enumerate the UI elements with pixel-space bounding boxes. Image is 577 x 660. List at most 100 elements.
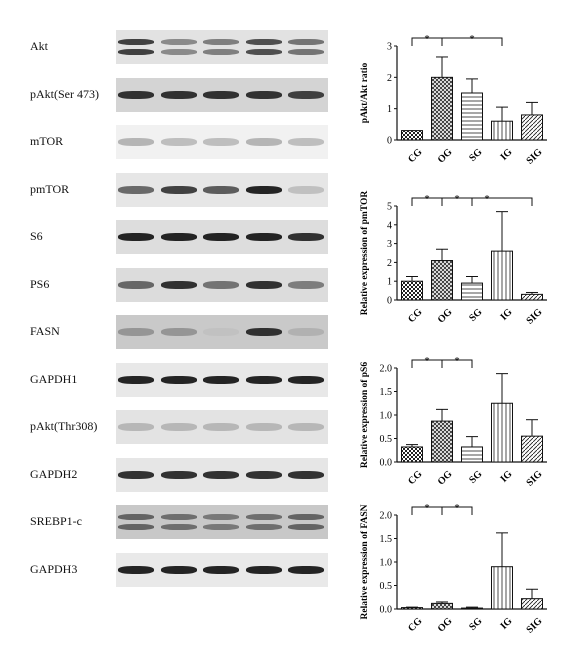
significance-bracket [441, 37, 503, 46]
significance-star: * [454, 355, 460, 367]
blot-band [203, 90, 239, 99]
y-tick-label: 5 [387, 202, 392, 213]
blot-band [118, 280, 154, 289]
blot-band [118, 514, 154, 520]
x-tick-label: CG [406, 147, 425, 166]
blot-band [161, 138, 197, 146]
x-tick-label: SIG [525, 469, 545, 489]
x-tick-label: CG [406, 469, 425, 488]
bar [431, 76, 453, 141]
blot-label: GAPDH1 [30, 371, 78, 386]
blot-band [246, 514, 282, 520]
blot-label: FASN [30, 324, 60, 338]
significance-star: * [424, 193, 430, 205]
bar [401, 280, 423, 301]
blot-band [203, 138, 239, 146]
bar [521, 293, 543, 301]
bar-chart: 0 1 2 3 4 5 Relative expression of pmTOR CG OG SG… [360, 191, 547, 327]
blot-strip [116, 30, 328, 64]
blot-label: pmTOR [30, 181, 70, 196]
significance-bracket [441, 359, 473, 368]
x-tick-label: CG [406, 616, 425, 635]
y-tick-label: 0.5 [380, 581, 393, 592]
blot-strip [116, 362, 328, 397]
bar [401, 130, 423, 141]
blot-band [161, 185, 197, 194]
x-tick-label: OG [436, 616, 455, 635]
blot-band [118, 185, 154, 194]
blot-band [161, 423, 197, 431]
blot-band [118, 470, 154, 479]
blot-band [118, 39, 154, 45]
blot-band [288, 524, 324, 530]
y-axis-label: Relative expression of pS6 [360, 362, 370, 468]
significance-star: * [424, 33, 430, 45]
y-tick-label: 1.5 [380, 534, 393, 545]
blot-label: pAkt(Ser 473) [30, 86, 99, 101]
blot-band [246, 565, 282, 574]
blot-band [203, 470, 239, 479]
y-axis-label: Relative expression of FASN [360, 504, 370, 619]
blot-band [203, 280, 239, 289]
bar [461, 446, 483, 463]
x-tick-label: OG [436, 469, 455, 488]
blot-band [246, 49, 282, 55]
x-tick-label: SIG [525, 307, 545, 327]
y-tick-label: 0 [387, 136, 392, 147]
blot-band [246, 39, 282, 45]
bar [431, 602, 453, 610]
x-tick-label: IG [498, 307, 514, 323]
blot-band [288, 328, 324, 336]
blot-band [246, 328, 282, 336]
blot-band [288, 423, 324, 431]
y-tick-label: 0.0 [380, 458, 393, 469]
bar [461, 92, 483, 141]
y-axis-label: pAkt/Akt ratio [360, 63, 370, 124]
bar [521, 435, 543, 463]
blot-band [161, 328, 197, 336]
blot-band [118, 233, 154, 241]
bar [491, 120, 513, 141]
blot-strip [116, 457, 328, 492]
blot-band [118, 524, 154, 530]
y-tick-label: 0.0 [380, 605, 393, 616]
y-tick-label: 1.5 [380, 387, 393, 398]
y-tick-label: 2.0 [380, 364, 393, 375]
blot-label: Akt [30, 39, 48, 53]
x-tick-label: SG [467, 469, 484, 486]
x-tick-label: CG [406, 307, 425, 326]
blot-strip [116, 220, 328, 254]
significance-star: * [469, 33, 475, 45]
bar [461, 282, 483, 301]
blot-label: PS6 [30, 276, 50, 291]
blot-strip [116, 172, 328, 207]
blot-band [161, 375, 197, 384]
y-tick-label: 4 [387, 220, 392, 231]
blot-band [246, 233, 282, 241]
bar [401, 607, 423, 610]
blot-band [118, 138, 154, 146]
blot-band [288, 375, 324, 384]
bar [401, 446, 423, 463]
y-tick-label: 0 [387, 296, 392, 307]
x-tick-label: SIG [525, 616, 545, 636]
bar [461, 607, 483, 610]
blot-band [203, 423, 239, 431]
blot-band [288, 138, 324, 146]
y-tick-label: 1 [387, 277, 392, 288]
blot-strip [116, 125, 328, 159]
x-tick-label: OG [436, 147, 455, 166]
blot-band [288, 90, 324, 99]
significance-star: * [484, 193, 490, 205]
blot-band [118, 328, 154, 336]
blot-band [203, 185, 239, 194]
blot-band [161, 514, 197, 520]
blot-label: GAPDH2 [30, 466, 78, 481]
blot-band [246, 280, 282, 289]
blot-band [246, 185, 282, 194]
blot-band [288, 514, 324, 520]
blot-band [288, 470, 324, 479]
bar-chart: 0 1 2 3 pAkt/Akt ratio CG OG SG IG SIG * * [360, 33, 547, 167]
bar-chart: 0.0 0.5 1.0 1.5 2.0 Relative expression of pS… [360, 355, 547, 489]
blot-band [161, 470, 197, 479]
